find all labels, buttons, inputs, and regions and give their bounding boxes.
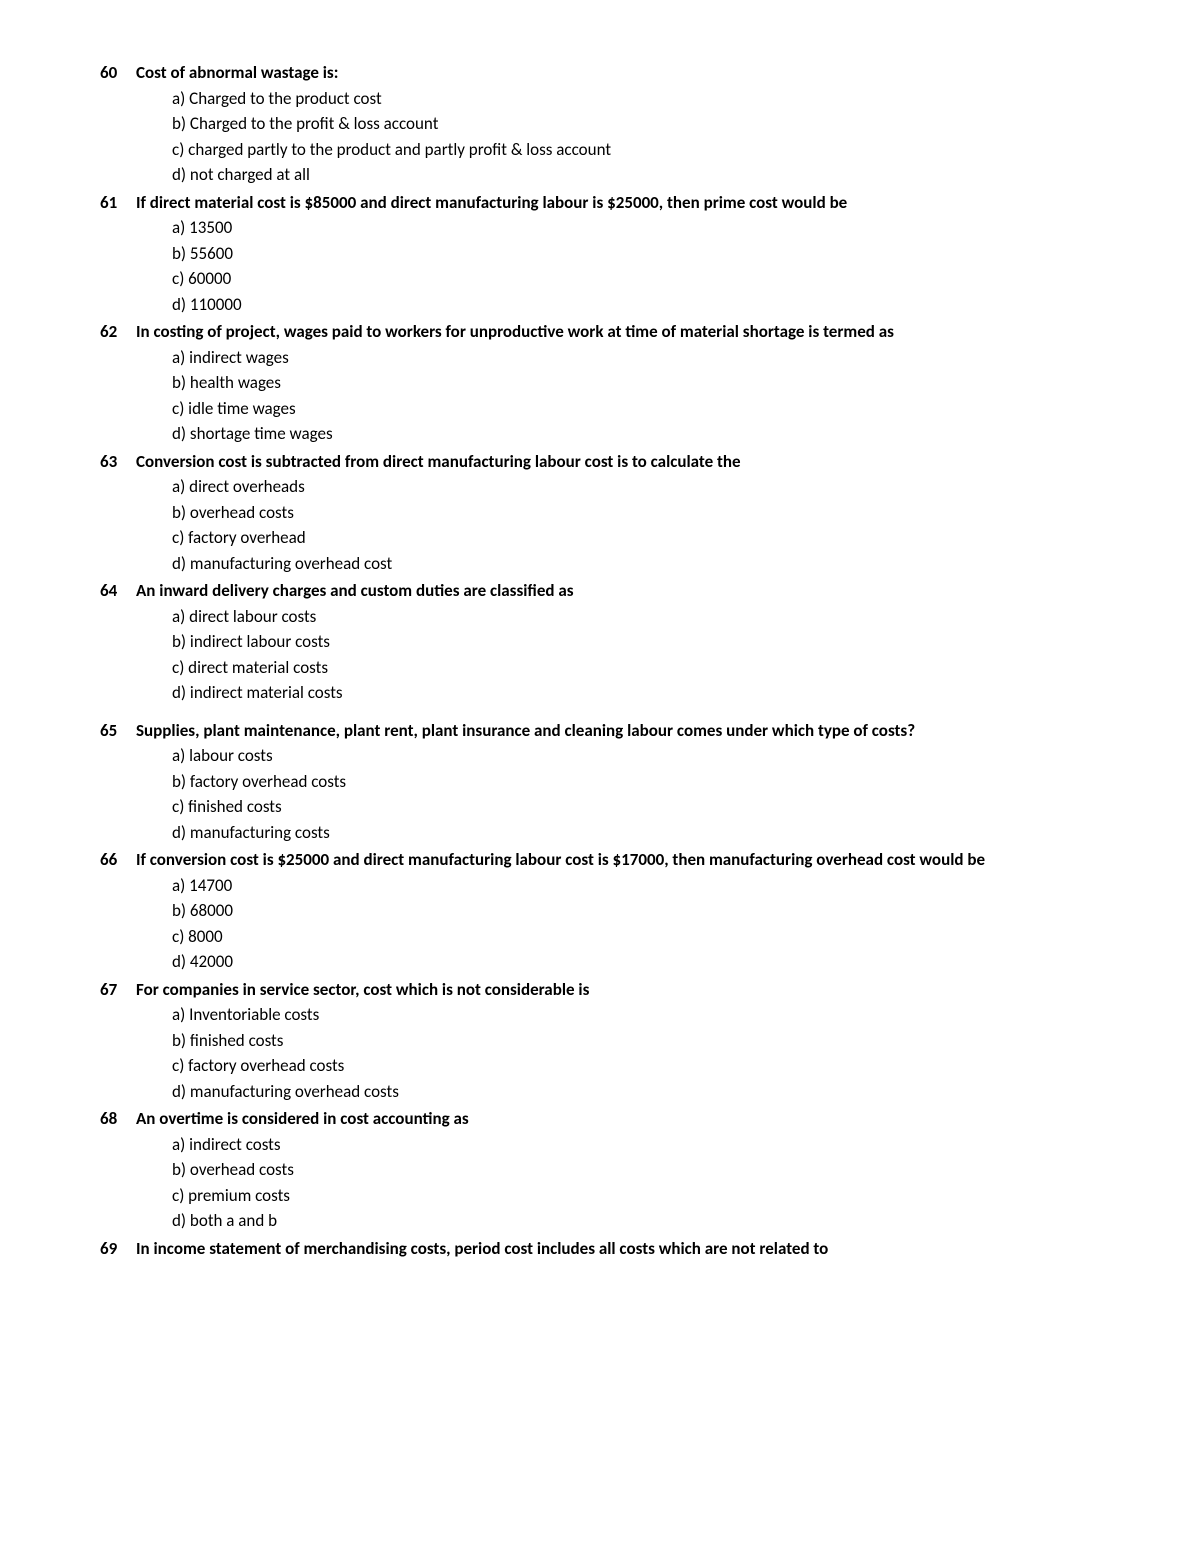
option: d) shortage time wages xyxy=(172,421,1100,447)
option: c) 8000 xyxy=(172,924,1100,950)
option: b) 55600 xyxy=(172,241,1100,267)
question-row: 60Cost of abnormal wastage is: xyxy=(100,60,1100,86)
question-text: In costing of project, wages paid to wor… xyxy=(136,319,1100,345)
question-text: Cost of abnormal wastage is: xyxy=(136,60,1100,86)
option: d) manufacturing costs xyxy=(172,820,1100,846)
question-list: 60Cost of abnormal wastage is:a) Charged… xyxy=(100,60,1100,1261)
options-list: a) indirect costsb) overhead costsc) pre… xyxy=(172,1132,1100,1234)
question-number: 65 xyxy=(100,718,136,744)
question-text: An inward delivery charges and custom du… xyxy=(136,578,1100,604)
question-number: 61 xyxy=(100,190,136,216)
option: d) not charged at all xyxy=(172,162,1100,188)
option: a) Charged to the product cost xyxy=(172,86,1100,112)
option: c) 60000 xyxy=(172,266,1100,292)
options-list: a) Inventoriable costsb) finished costsc… xyxy=(172,1002,1100,1104)
question-block: 67For companies in service sector, cost … xyxy=(100,977,1100,1105)
option: d) 110000 xyxy=(172,292,1100,318)
option: b) overhead costs xyxy=(172,1157,1100,1183)
question-block: 60Cost of abnormal wastage is:a) Charged… xyxy=(100,60,1100,188)
question-row: 62In costing of project, wages paid to w… xyxy=(100,319,1100,345)
option: d) manufacturing overhead costs xyxy=(172,1079,1100,1105)
question-row: 65Supplies, plant maintenance, plant ren… xyxy=(100,718,1100,744)
options-list: a) indirect wagesb) health wagesc) idle … xyxy=(172,345,1100,447)
question-row: 69In income statement of merchandising c… xyxy=(100,1236,1100,1262)
question-block: 66If conversion cost is $25000 and direc… xyxy=(100,847,1100,975)
options-list: a) direct overheadsb) overhead costsc) f… xyxy=(172,474,1100,576)
question-block: 64An inward delivery charges and custom … xyxy=(100,578,1100,706)
option: b) overhead costs xyxy=(172,500,1100,526)
option: d) manufacturing overhead cost xyxy=(172,551,1100,577)
option: c) finished costs xyxy=(172,794,1100,820)
question-row: 61If direct material cost is $85000 and … xyxy=(100,190,1100,216)
option: b) health wages xyxy=(172,370,1100,396)
question-row: 67For companies in service sector, cost … xyxy=(100,977,1100,1003)
option: a) 13500 xyxy=(172,215,1100,241)
question-number: 67 xyxy=(100,977,136,1003)
question-number: 62 xyxy=(100,319,136,345)
question-row: 64An inward delivery charges and custom … xyxy=(100,578,1100,604)
option: a) indirect costs xyxy=(172,1132,1100,1158)
option: c) idle time wages xyxy=(172,396,1100,422)
question-number: 60 xyxy=(100,60,136,86)
question-block: 61If direct material cost is $85000 and … xyxy=(100,190,1100,318)
option: d) 42000 xyxy=(172,949,1100,975)
options-list: a) 13500b) 55600c) 60000d) 110000 xyxy=(172,215,1100,317)
question-text: An overtime is considered in cost accoun… xyxy=(136,1106,1100,1132)
option: b) finished costs xyxy=(172,1028,1100,1054)
question-number: 64 xyxy=(100,578,136,604)
option: c) factory overhead costs xyxy=(172,1053,1100,1079)
question-block: 65Supplies, plant maintenance, plant ren… xyxy=(100,718,1100,846)
question-text: Supplies, plant maintenance, plant rent,… xyxy=(136,718,1100,744)
question-number: 69 xyxy=(100,1236,136,1262)
option: b) factory overhead costs xyxy=(172,769,1100,795)
question-row: 63Conversion cost is subtracted from dir… xyxy=(100,449,1100,475)
option: c) direct material costs xyxy=(172,655,1100,681)
option: a) Inventoriable costs xyxy=(172,1002,1100,1028)
option: a) labour costs xyxy=(172,743,1100,769)
option: c) factory overhead xyxy=(172,525,1100,551)
option: c) premium costs xyxy=(172,1183,1100,1209)
question-text: In income statement of merchandising cos… xyxy=(136,1236,1100,1262)
question-block: 63Conversion cost is subtracted from dir… xyxy=(100,449,1100,577)
option: a) 14700 xyxy=(172,873,1100,899)
option: d) indirect material costs xyxy=(172,680,1100,706)
option: a) indirect wages xyxy=(172,345,1100,371)
question-block: 69In income statement of merchandising c… xyxy=(100,1236,1100,1262)
question-text: If direct material cost is $85000 and di… xyxy=(136,190,1100,216)
question-number: 66 xyxy=(100,847,136,873)
question-text: For companies in service sector, cost wh… xyxy=(136,977,1100,1003)
question-block: 62In costing of project, wages paid to w… xyxy=(100,319,1100,447)
option: c) charged partly to the product and par… xyxy=(172,137,1100,163)
question-number: 68 xyxy=(100,1106,136,1132)
option: b) 68000 xyxy=(172,898,1100,924)
options-list: a) labour costsb) factory overhead costs… xyxy=(172,743,1100,845)
options-list: a) direct labour costsb) indirect labour… xyxy=(172,604,1100,706)
options-list: a) Charged to the product costb) Charged… xyxy=(172,86,1100,188)
option: b) indirect labour costs xyxy=(172,629,1100,655)
question-text: Conversion cost is subtracted from direc… xyxy=(136,449,1100,475)
question-row: 68An overtime is considered in cost acco… xyxy=(100,1106,1100,1132)
option: b) Charged to the profit & loss account xyxy=(172,111,1100,137)
question-text: If conversion cost is $25000 and direct … xyxy=(136,847,1100,873)
question-number: 63 xyxy=(100,449,136,475)
option: a) direct overheads xyxy=(172,474,1100,500)
question-row: 66If conversion cost is $25000 and direc… xyxy=(100,847,1100,873)
question-block: 68An overtime is considered in cost acco… xyxy=(100,1106,1100,1234)
option: a) direct labour costs xyxy=(172,604,1100,630)
options-list: a) 14700b) 68000c) 8000d) 42000 xyxy=(172,873,1100,975)
option: d) both a and b xyxy=(172,1208,1100,1234)
